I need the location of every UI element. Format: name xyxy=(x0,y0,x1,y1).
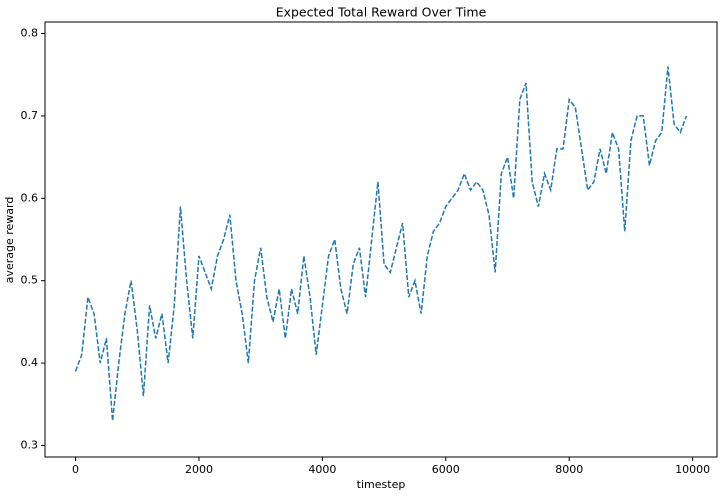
y-tick-label: 0.6 xyxy=(21,191,39,204)
x-tick-label: 10000 xyxy=(675,463,710,476)
y-tick-label: 0.8 xyxy=(21,27,39,40)
x-tick-label: 8000 xyxy=(555,463,583,476)
x-tick-label: 4000 xyxy=(308,463,336,476)
x-axis-label: timestep xyxy=(357,478,406,491)
x-tick-label: 0 xyxy=(72,463,79,476)
line xyxy=(74,66,688,421)
x-tick-label: 6000 xyxy=(432,463,460,476)
x-tick-label: 2000 xyxy=(185,463,213,476)
y-axis-label: average reward xyxy=(3,197,16,284)
chart-title: Expected Total Reward Over Time xyxy=(276,5,487,20)
plot-frame xyxy=(44,21,718,458)
y-tick-label: 0.5 xyxy=(21,274,39,287)
y-tick-label: 0.7 xyxy=(21,109,39,122)
y-tick-label: 0.4 xyxy=(21,356,39,369)
y-tick-label: 0.3 xyxy=(21,438,39,451)
